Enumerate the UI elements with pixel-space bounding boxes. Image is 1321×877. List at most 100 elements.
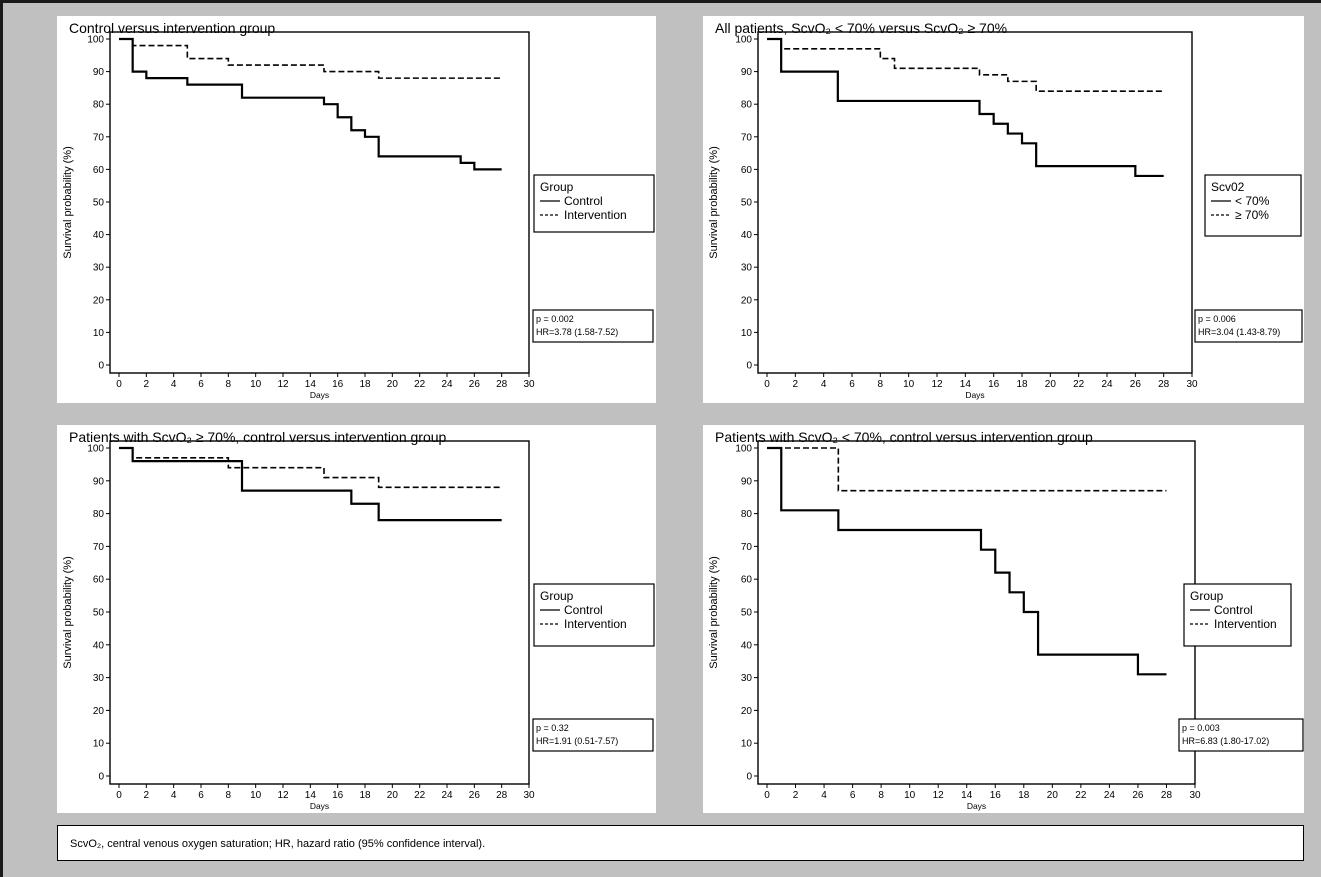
x-tick-label: 18 — [359, 790, 371, 801]
plot-frame — [109, 31, 530, 374]
y-tick-label: 20 — [93, 706, 105, 717]
y-tick-label: 10 — [93, 328, 105, 339]
x-axis-label: Days — [310, 801, 329, 811]
p-value: p = 0.003 — [1182, 723, 1220, 733]
y-tick-label: 30 — [741, 263, 753, 274]
stats-box — [532, 718, 654, 752]
series-line — [119, 37, 502, 171]
y-tick-label: 10 — [741, 328, 753, 339]
legend-item-label: Control — [564, 194, 603, 208]
p-value: p = 0.006 — [1198, 314, 1236, 324]
legend-box — [533, 583, 655, 647]
x-tick-label: 4 — [171, 379, 177, 390]
x-tick-label: 28 — [496, 379, 508, 390]
y-tick-label: 60 — [741, 575, 753, 586]
y-tick-label: 60 — [93, 165, 105, 176]
x-tick-label: 18 — [1018, 790, 1030, 801]
x-tick-label: 10 — [904, 790, 916, 801]
y-tick-label: 50 — [93, 198, 105, 209]
x-tick-label: 0 — [764, 790, 770, 801]
series-line — [767, 446, 1167, 676]
y-tick-label: 100 — [87, 35, 104, 46]
y-tick-label: 20 — [93, 295, 105, 306]
x-tick-label: 28 — [496, 790, 508, 801]
y-tick-label: 0 — [98, 772, 104, 783]
x-tick-label: 12 — [277, 379, 289, 390]
p-value: p = 0.32 — [536, 723, 569, 733]
legend-item-label: < 70% — [1235, 194, 1270, 208]
x-tick-label: 12 — [277, 790, 289, 801]
y-tick-label: 90 — [93, 476, 105, 487]
x-tick-label: 12 — [933, 790, 945, 801]
x-tick-label: 22 — [1073, 379, 1085, 390]
x-tick-label: 4 — [821, 379, 827, 390]
legend-item-label: Control — [1214, 603, 1253, 617]
x-tick-label: 26 — [1132, 790, 1144, 801]
legend-item-label: Intervention — [1214, 617, 1277, 631]
x-tick-label: 24 — [1101, 379, 1113, 390]
y-tick-label: 40 — [93, 230, 105, 241]
y-tick-label: 70 — [741, 132, 753, 143]
y-tick-label: 80 — [741, 100, 753, 111]
x-tick-label: 10 — [250, 790, 262, 801]
x-tick-label: 16 — [332, 379, 344, 390]
y-axis-label: Survival probability (%) — [708, 146, 720, 258]
legend-title: Group — [540, 180, 574, 194]
y-tick-label: 0 — [98, 361, 104, 372]
legend-title: Scv02 — [1211, 180, 1245, 194]
y-tick-label: 40 — [741, 230, 753, 241]
x-tick-label: 14 — [961, 790, 973, 801]
x-tick-label: 8 — [878, 379, 884, 390]
x-tick-label: 0 — [764, 379, 770, 390]
x-tick-label: 8 — [878, 790, 884, 801]
legend-item-label: ≥ 70% — [1235, 208, 1269, 222]
x-axis-label: Days — [310, 390, 329, 400]
x-tick-label: 6 — [198, 790, 204, 801]
series-line — [119, 446, 502, 522]
y-tick-label: 60 — [93, 575, 105, 586]
x-tick-label: 30 — [1189, 790, 1201, 801]
y-axis-label: Survival probability (%) — [708, 556, 720, 668]
hazard-ratio: HR=3.04 (1.43-8.79) — [1198, 327, 1280, 337]
x-tick-label: 22 — [414, 379, 426, 390]
y-tick-label: 80 — [93, 509, 105, 520]
y-tick-label: 100 — [735, 444, 752, 455]
legend-box — [533, 174, 655, 233]
y-tick-label: 20 — [741, 706, 753, 717]
y-tick-label: 50 — [741, 608, 753, 619]
chart-panel-all-patients: All patients, ScvO₂ < 70% versus ScvO₂ ≥… — [703, 16, 1304, 403]
y-tick-label: 40 — [93, 640, 105, 651]
series-line — [767, 38, 1164, 92]
y-tick-label: 50 — [741, 198, 753, 209]
legend-box — [1183, 583, 1292, 647]
y-tick-label: 50 — [93, 608, 105, 619]
x-tick-label: 10 — [903, 379, 915, 390]
x-tick-label: 16 — [332, 790, 344, 801]
series-line — [119, 447, 502, 489]
hazard-ratio: HR=3.78 (1.58-7.52) — [536, 327, 618, 337]
x-tick-label: 16 — [988, 379, 1000, 390]
x-tick-label: 0 — [116, 379, 122, 390]
x-tick-label: 2 — [793, 379, 799, 390]
x-tick-label: 4 — [821, 790, 827, 801]
x-tick-label: 14 — [305, 790, 317, 801]
stats-box — [532, 309, 654, 343]
y-tick-label: 80 — [741, 509, 753, 520]
x-tick-label: 8 — [226, 379, 232, 390]
y-axis-label: Survival probability (%) — [62, 146, 74, 258]
y-axis-label: Survival probability (%) — [62, 556, 74, 668]
legend-title: Group — [540, 589, 574, 603]
footnote: ScvO₂, central venous oxygen saturation;… — [57, 825, 1304, 861]
hazard-ratio: HR=1.91 (0.51-7.57) — [536, 736, 618, 746]
x-tick-label: 20 — [1047, 790, 1059, 801]
y-tick-label: 40 — [741, 640, 753, 651]
legend-box — [1204, 174, 1302, 237]
y-tick-label: 10 — [741, 739, 753, 750]
chart-panel-scvo2-low: Patients with ScvO₂ < 70%, control versu… — [703, 425, 1304, 813]
stats-box — [1194, 309, 1303, 343]
y-tick-label: 100 — [87, 444, 104, 455]
x-tick-label: 14 — [960, 379, 972, 390]
